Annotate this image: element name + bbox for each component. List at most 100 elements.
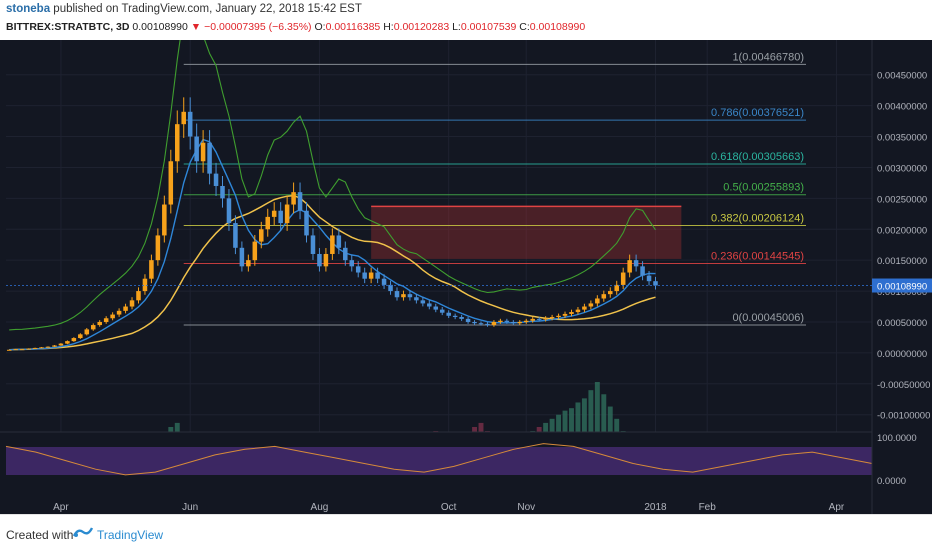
time-tick-label: Jun xyxy=(182,502,198,513)
candle-body xyxy=(213,173,219,186)
candle-body xyxy=(123,306,128,311)
candle-body xyxy=(498,320,503,322)
candle-body xyxy=(265,216,271,230)
publish-line: stoneba published on TradingView.com, Ja… xyxy=(6,3,362,15)
candle-body xyxy=(556,315,561,318)
price-chart[interactable]: 1(0.00466780) 0.786(0.00376521) 0.618(0.00… xyxy=(0,1,932,514)
candle-body xyxy=(407,294,413,298)
time-tick-label: 2018 xyxy=(644,502,667,513)
candle-body xyxy=(452,315,458,318)
candle-body xyxy=(32,347,38,349)
last-price-tag xyxy=(872,278,932,293)
candle-body xyxy=(26,348,31,350)
candle-body xyxy=(207,142,212,174)
candle-body xyxy=(459,317,464,319)
candle-body xyxy=(168,161,174,205)
candle-body xyxy=(588,303,594,307)
candle-body xyxy=(427,303,432,307)
candle-body xyxy=(465,318,471,322)
close-label: C: xyxy=(519,21,530,33)
symbol-label: BITTREX:STRATBTC, 3D xyxy=(6,21,130,33)
price-tick-label: 0.00100000 xyxy=(877,287,927,298)
footer: Created with TradingView xyxy=(0,514,932,551)
candle-body xyxy=(71,338,77,342)
candle-body xyxy=(640,266,645,276)
tradingview-logo-icon[interactable] xyxy=(72,525,94,539)
candle-body xyxy=(252,241,258,261)
oscillator-line xyxy=(5,443,873,476)
fib-label: 0.618(0.00305663) xyxy=(711,151,804,163)
candle-body xyxy=(627,260,632,273)
candle-body xyxy=(349,260,355,267)
candle-body xyxy=(103,318,109,322)
candle-body xyxy=(278,210,283,224)
candle-body xyxy=(653,281,658,286)
candle-body xyxy=(19,349,25,351)
candle-body xyxy=(511,321,516,324)
candle-body xyxy=(336,235,342,248)
low-label: L: xyxy=(452,21,461,33)
fib-label: 0(0.00045006) xyxy=(732,312,804,324)
osc-level-label: 0.0000 xyxy=(877,476,906,487)
candle-body xyxy=(562,313,568,316)
candle-body xyxy=(149,260,154,279)
published-text: published on TradingView.com, January 22… xyxy=(53,3,362,15)
open-label: O: xyxy=(314,21,326,33)
candle-body xyxy=(446,312,451,316)
candle-body xyxy=(433,306,439,310)
price-tick-label: 0.00300000 xyxy=(877,163,927,174)
price-tick-label: 0.00350000 xyxy=(877,133,927,144)
fib-label: 0.382(0.00206124) xyxy=(711,212,804,224)
candle-body xyxy=(174,124,180,162)
last-price-label: 0.00108990 xyxy=(877,282,927,293)
ichimoku-cloud xyxy=(371,205,682,259)
candle-body xyxy=(162,204,167,236)
candle-body xyxy=(388,284,393,292)
fib-label: 0.236(0.00144545) xyxy=(711,251,804,263)
candle-body xyxy=(65,341,70,344)
candle-body xyxy=(575,309,581,313)
low-value: 0.00107539 xyxy=(460,21,517,33)
fib-levels: 1(0.00466780) 0.786(0.00376521) 0.618(0.00… xyxy=(183,51,806,326)
chart-area[interactable]: 1(0.00466780) 0.786(0.00376521) 0.618(0.00… xyxy=(0,1,932,514)
price-tick-label: 0.00250000 xyxy=(877,194,927,205)
candle-body xyxy=(620,272,626,285)
axis-panel xyxy=(872,40,932,514)
candle-body xyxy=(116,310,122,315)
candle-body xyxy=(607,291,613,295)
candle-body xyxy=(582,306,587,310)
candle-body xyxy=(194,136,199,162)
candle-body xyxy=(401,294,406,298)
chart-header: stoneba published on TradingView.com, Ja… xyxy=(0,0,932,40)
close-value: 0.00108990 xyxy=(529,21,586,33)
candle-body xyxy=(181,111,186,125)
candle-body xyxy=(58,343,64,346)
candle-body xyxy=(78,334,83,339)
open-value: 0.00116385 xyxy=(325,21,381,33)
candle-body xyxy=(6,349,12,351)
candle-body xyxy=(472,321,477,324)
symbol-line: BITTREX:STRATBTC, 3D 0.00108990 ▼ −0.000… xyxy=(6,21,585,33)
time-tick-label: Apr xyxy=(829,502,845,513)
tradingview-brand-link[interactable]: TradingView xyxy=(97,528,164,542)
candle-body xyxy=(259,229,264,242)
candle-body xyxy=(478,323,484,325)
candle-body xyxy=(343,247,348,261)
volume-bar xyxy=(594,382,600,472)
price-tick-label: 0.00450000 xyxy=(877,71,927,82)
candle-body xyxy=(39,347,44,349)
price-tick-label: 0.00400000 xyxy=(877,102,927,113)
candle-body xyxy=(271,210,277,217)
candle-body xyxy=(129,300,135,307)
candle-body xyxy=(187,111,193,137)
author-link[interactable]: stoneba xyxy=(6,3,51,15)
price-tick-label: 0.00150000 xyxy=(877,256,927,267)
time-tick-label: Oct xyxy=(441,502,457,513)
candle-body xyxy=(485,323,490,326)
candle-body xyxy=(530,318,535,321)
price-tick-label: -0.00050000 xyxy=(877,380,930,391)
price-tick-label: 0.00000000 xyxy=(877,349,927,360)
fib-label: 0.5(0.00255893) xyxy=(723,182,804,194)
high-label: H: xyxy=(383,21,394,33)
candle-body xyxy=(330,235,335,254)
